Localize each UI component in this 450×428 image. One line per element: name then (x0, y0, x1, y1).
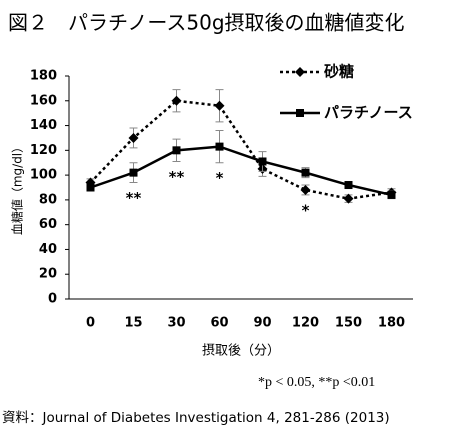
point (214, 100, 225, 111)
significance-mark: * (302, 201, 310, 219)
y-tick-label: 120 (30, 143, 57, 158)
footnote: *p < 0.05, **p <0.01 (258, 375, 375, 390)
y-tick-label: 80 (39, 192, 57, 207)
x-tick-label: 180 (378, 316, 405, 331)
legend-marker (295, 67, 305, 77)
source: 資料：Journal of Diabetes Investigation 4, … (2, 410, 390, 426)
x-axis-label: 摂取後（分） (202, 343, 280, 359)
series-line (89, 99, 392, 200)
y-tick-label: 20 (39, 267, 57, 282)
legend-label: 砂糖 (324, 63, 354, 81)
point (215, 142, 224, 151)
chart-title: 図２ パラチノース50g摂取後の血糖値変化 (8, 11, 405, 35)
significance-mark: * (216, 169, 224, 187)
y-tick-label: 160 (30, 93, 57, 108)
y-tick-label: 100 (30, 168, 57, 183)
x-tick-label: 150 (335, 316, 362, 331)
point (86, 183, 95, 192)
x-tick-label: 30 (167, 316, 185, 331)
y-tick-label: 140 (30, 118, 57, 133)
y-tick-label: 180 (30, 69, 57, 84)
y-tick-label: 40 (39, 242, 57, 257)
x-tick-label: 90 (253, 316, 271, 331)
point (172, 146, 181, 155)
point (300, 184, 311, 195)
x-tick-label: 15 (124, 316, 142, 331)
point (171, 95, 182, 106)
y-axis-label: 血糖値（mg/dl） (10, 141, 25, 235)
significance-mark: ** (126, 189, 142, 207)
point (344, 181, 353, 190)
point (301, 168, 310, 177)
series-line (90, 145, 392, 197)
x-tick-label: 60 (210, 316, 228, 331)
point (258, 157, 267, 166)
point (129, 168, 138, 177)
point (343, 193, 354, 204)
y-tick-label: 0 (48, 292, 57, 307)
x-tick-label: 0 (86, 316, 95, 331)
significance-mark: ** (169, 168, 185, 186)
legend-label: パラチノース (324, 104, 413, 122)
legend-marker (296, 109, 304, 117)
point (387, 190, 396, 199)
x-tick-label: 120 (292, 316, 319, 331)
y-tick-label: 60 (39, 217, 57, 232)
point (128, 132, 139, 143)
